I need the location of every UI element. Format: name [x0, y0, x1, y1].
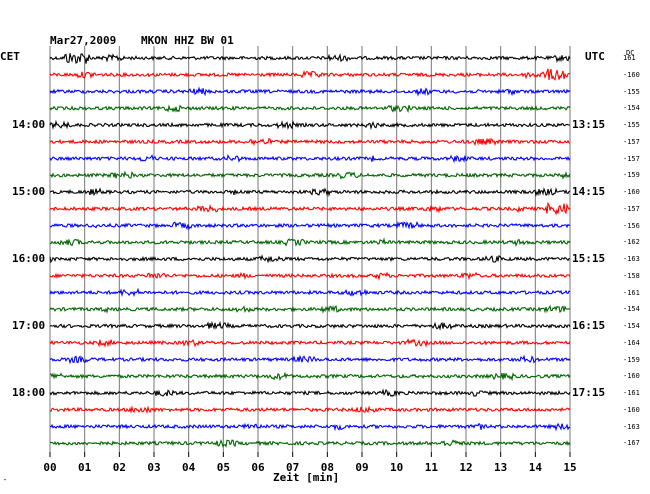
dc-offset-value: -160: [623, 188, 640, 196]
seismogram-trace: [49, 254, 570, 264]
hour-label-left: 18:00: [12, 386, 46, 399]
chart-grid: [49, 46, 571, 452]
dc-offset-value: -157: [623, 204, 640, 213]
seismogram-trace: [49, 68, 571, 81]
dc-offset-value: -162: [623, 238, 640, 247]
dc-offset-value: -164: [623, 338, 640, 347]
dc-offset-value: -167: [623, 439, 640, 448]
dc-offset-value: -161: [623, 389, 640, 397]
x-tick-label: 11: [425, 461, 439, 474]
x-tick-label: 10: [390, 461, 403, 474]
x-tick-label: 07: [286, 461, 299, 474]
dc-offset-value: -161: [623, 288, 640, 297]
right-timezone-label: UTC: [585, 50, 605, 63]
corner-mark: ″: [3, 478, 8, 486]
dc-offset-value: -154: [623, 322, 640, 330]
dc-offset-value: -158: [623, 271, 640, 280]
seismogram-trace: [49, 104, 571, 114]
seismogram-trace: [49, 304, 571, 314]
dc-offset-value: -159: [623, 171, 640, 180]
seismogram-trace: [49, 237, 571, 247]
seismogram-trace: [49, 388, 571, 397]
dc-offset-value: -154: [623, 104, 640, 113]
dc-offset-value: -159: [623, 355, 640, 364]
left-timezone-label: CET: [0, 50, 20, 63]
dc-offset-value: -154: [623, 305, 640, 314]
x-tick-label: 06: [251, 461, 265, 474]
x-tick-label: 02: [113, 461, 126, 474]
dc-offset-value: -163: [623, 255, 640, 263]
station-label: MKON HHZ BW 01: [141, 34, 234, 47]
seismogram-trace: [50, 221, 571, 231]
seismogram-trace: [49, 53, 571, 64]
x-tick-label: 05: [217, 461, 230, 474]
seismogram-trace: [49, 354, 571, 365]
seismogram-trace: [49, 439, 571, 448]
hour-label-left: 14:00: [12, 118, 46, 131]
seismogram-trace: [49, 187, 571, 198]
seismogram-trace: [49, 86, 571, 97]
seismogram-trace: [49, 422, 571, 432]
x-axis-ticks: 00 01 02 03 04 05 06 07 08 09 10 11 12 13 14 15: [43, 452, 577, 474]
seismogram-trace: [49, 170, 571, 180]
date-label: Mar27,2009: [50, 34, 117, 47]
x-tick-label: 04: [182, 461, 196, 474]
hour-label-left: 16:00: [12, 252, 46, 265]
seismogram-trace: [49, 201, 571, 216]
x-tick-label: 12: [459, 461, 472, 474]
dc-offset-value: -160: [623, 372, 640, 381]
seismogram-trace: [49, 320, 571, 331]
seismogram-trace: [49, 154, 571, 164]
hour-label-right: 14:15: [572, 185, 606, 198]
seismogram-trace: [49, 271, 571, 281]
x-tick-label: 01: [78, 461, 92, 474]
hour-label-right: 17:15: [572, 386, 606, 399]
seismogram-trace: [49, 287, 571, 298]
dc-offset-value: -160: [623, 405, 640, 414]
dc-offset-value: -157: [623, 154, 640, 163]
dc-offset-value: -155: [623, 87, 640, 96]
dc-offset-value: -163: [623, 422, 640, 431]
hour-label-left: 15:00: [12, 185, 46, 198]
x-tick-label: 15: [563, 461, 576, 474]
dc-offset-value: -157: [623, 137, 640, 146]
x-tick-label: 14: [529, 461, 543, 474]
dc-offset-value: 161: [623, 54, 636, 62]
x-tick-label: 03: [147, 461, 160, 474]
seismogram-trace: [49, 405, 571, 415]
seismogram-trace: [49, 371, 571, 382]
x-axis-label: Zeit [min]: [273, 471, 340, 484]
dc-offset-value: -160: [623, 70, 640, 79]
x-tick-label: 00: [43, 461, 56, 474]
hour-label-left: 17:00: [12, 319, 46, 332]
hour-label-right: 13:15: [572, 118, 606, 131]
hour-label-right: 15:15: [572, 252, 606, 265]
seismogram-trace: [49, 119, 571, 131]
x-tick-label: 13: [494, 461, 507, 474]
dc-offset-value: -155: [623, 121, 640, 129]
dc-offset-value: -156: [623, 221, 640, 230]
seismogram-traces: [49, 53, 571, 448]
seismogram-trace: [49, 337, 571, 348]
hour-label-right: 16:15: [572, 319, 606, 332]
seismogram-trace: [49, 137, 571, 147]
x-tick-label: 09: [355, 461, 368, 474]
dc-label: DC: [626, 49, 635, 57]
x-tick-label: 08: [321, 461, 334, 474]
